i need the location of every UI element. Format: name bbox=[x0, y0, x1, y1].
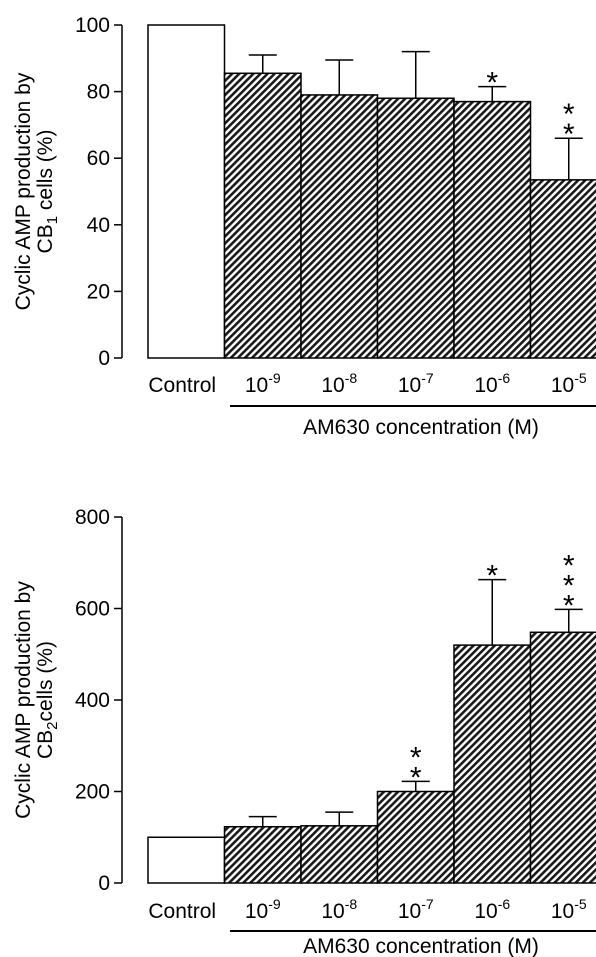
category-base: 10 bbox=[245, 900, 268, 923]
bar bbox=[529, 631, 596, 884]
x-category-label: 10-7 bbox=[398, 370, 434, 397]
category-exponent: -8 bbox=[345, 896, 358, 912]
y-title-prefix: CB bbox=[34, 730, 57, 759]
category-exponent: -7 bbox=[421, 896, 434, 912]
bar bbox=[147, 24, 226, 359]
category-base: 10 bbox=[245, 374, 268, 397]
category-exponent: -6 bbox=[498, 896, 511, 912]
significance-star: * bbox=[563, 549, 575, 582]
bar bbox=[453, 644, 532, 884]
y-tick-label: 80 bbox=[87, 81, 110, 104]
y-tick-label: 20 bbox=[87, 280, 110, 303]
x-category-label: 10-7 bbox=[398, 896, 434, 923]
bar bbox=[453, 100, 532, 359]
significance-star: * bbox=[410, 761, 422, 794]
y-title-prefix: CB bbox=[34, 224, 57, 253]
x-axis-title: AM630 concentration (M) bbox=[303, 935, 539, 957]
category-exponent: -6 bbox=[498, 370, 511, 386]
y-tick-label: 100 bbox=[75, 14, 110, 37]
x-category-label: 10-5 bbox=[551, 896, 587, 923]
y-axis-title-line1: Cyclic AMP production by bbox=[12, 581, 35, 819]
category-exponent: -8 bbox=[345, 370, 358, 386]
category-base: 10 bbox=[551, 374, 574, 397]
category-base: 10 bbox=[551, 900, 574, 923]
significance-star: * bbox=[563, 589, 575, 622]
y-tick-label: 200 bbox=[75, 781, 110, 804]
y-axis-title: Cyclic AMP production by CB1 cells (%) bbox=[12, 72, 61, 310]
significance-star: * bbox=[486, 67, 498, 100]
category-exponent: -5 bbox=[574, 370, 587, 386]
y-axis-title-line2: CB1 cells (%) bbox=[34, 130, 61, 254]
x-category-label: Control bbox=[148, 374, 216, 397]
y-tick-label: 0 bbox=[98, 872, 110, 895]
y-tick-label: 0 bbox=[98, 347, 110, 370]
significance-star: * bbox=[563, 118, 575, 151]
category-exponent: -9 bbox=[268, 896, 281, 912]
y-title-suffix: cells (%) bbox=[34, 130, 57, 216]
significance-star: * bbox=[486, 560, 498, 593]
bar bbox=[147, 836, 226, 884]
category-exponent: -5 bbox=[574, 896, 587, 912]
x-category-label: 10-8 bbox=[321, 896, 357, 923]
y-axis-title-line1: Cyclic AMP production by bbox=[12, 72, 35, 310]
bar bbox=[223, 825, 302, 884]
category-exponent: -7 bbox=[421, 370, 434, 386]
category-base: 10 bbox=[398, 374, 421, 397]
bar bbox=[300, 94, 379, 359]
y-tick-label: 40 bbox=[87, 214, 110, 237]
bar bbox=[376, 790, 455, 884]
y-title-subscript: 1 bbox=[44, 216, 61, 224]
y-tick-label: 60 bbox=[87, 147, 110, 170]
category-exponent: -9 bbox=[268, 370, 281, 386]
x-category-label: 10-5 bbox=[551, 370, 587, 397]
significance-star: * bbox=[563, 98, 575, 131]
x-category-label: 10-9 bbox=[245, 896, 281, 923]
bar bbox=[300, 825, 379, 884]
significance-star: * bbox=[410, 741, 422, 774]
y-axis-title: Cyclic AMP production by CB2cells (%) bbox=[12, 581, 61, 819]
x-category-label: 10-8 bbox=[321, 370, 357, 397]
bar bbox=[529, 179, 596, 359]
y-title-suffix: cells (%) bbox=[34, 641, 57, 722]
category-base: 10 bbox=[321, 900, 344, 923]
category-base: 10 bbox=[321, 374, 344, 397]
x-category-label: 10-9 bbox=[245, 370, 281, 397]
bar bbox=[376, 97, 455, 359]
y-title-subscript: 2 bbox=[44, 721, 61, 729]
bar bbox=[223, 72, 302, 359]
x-category-label: 10-6 bbox=[474, 370, 510, 397]
y-tick-label: 400 bbox=[75, 689, 110, 712]
category-base: 10 bbox=[474, 900, 497, 923]
y-tick-label: 800 bbox=[75, 506, 110, 529]
x-axis-title: AM630 concentration (M) bbox=[303, 416, 539, 439]
x-category-label: 10-6 bbox=[474, 896, 510, 923]
y-tick-label: 600 bbox=[75, 598, 110, 621]
x-category-label: Control bbox=[148, 900, 216, 923]
category-base: 10 bbox=[474, 374, 497, 397]
y-axis-title-line2: CB2cells (%) bbox=[34, 641, 61, 759]
significance-star: * bbox=[563, 569, 575, 602]
category-base: 10 bbox=[398, 900, 421, 923]
